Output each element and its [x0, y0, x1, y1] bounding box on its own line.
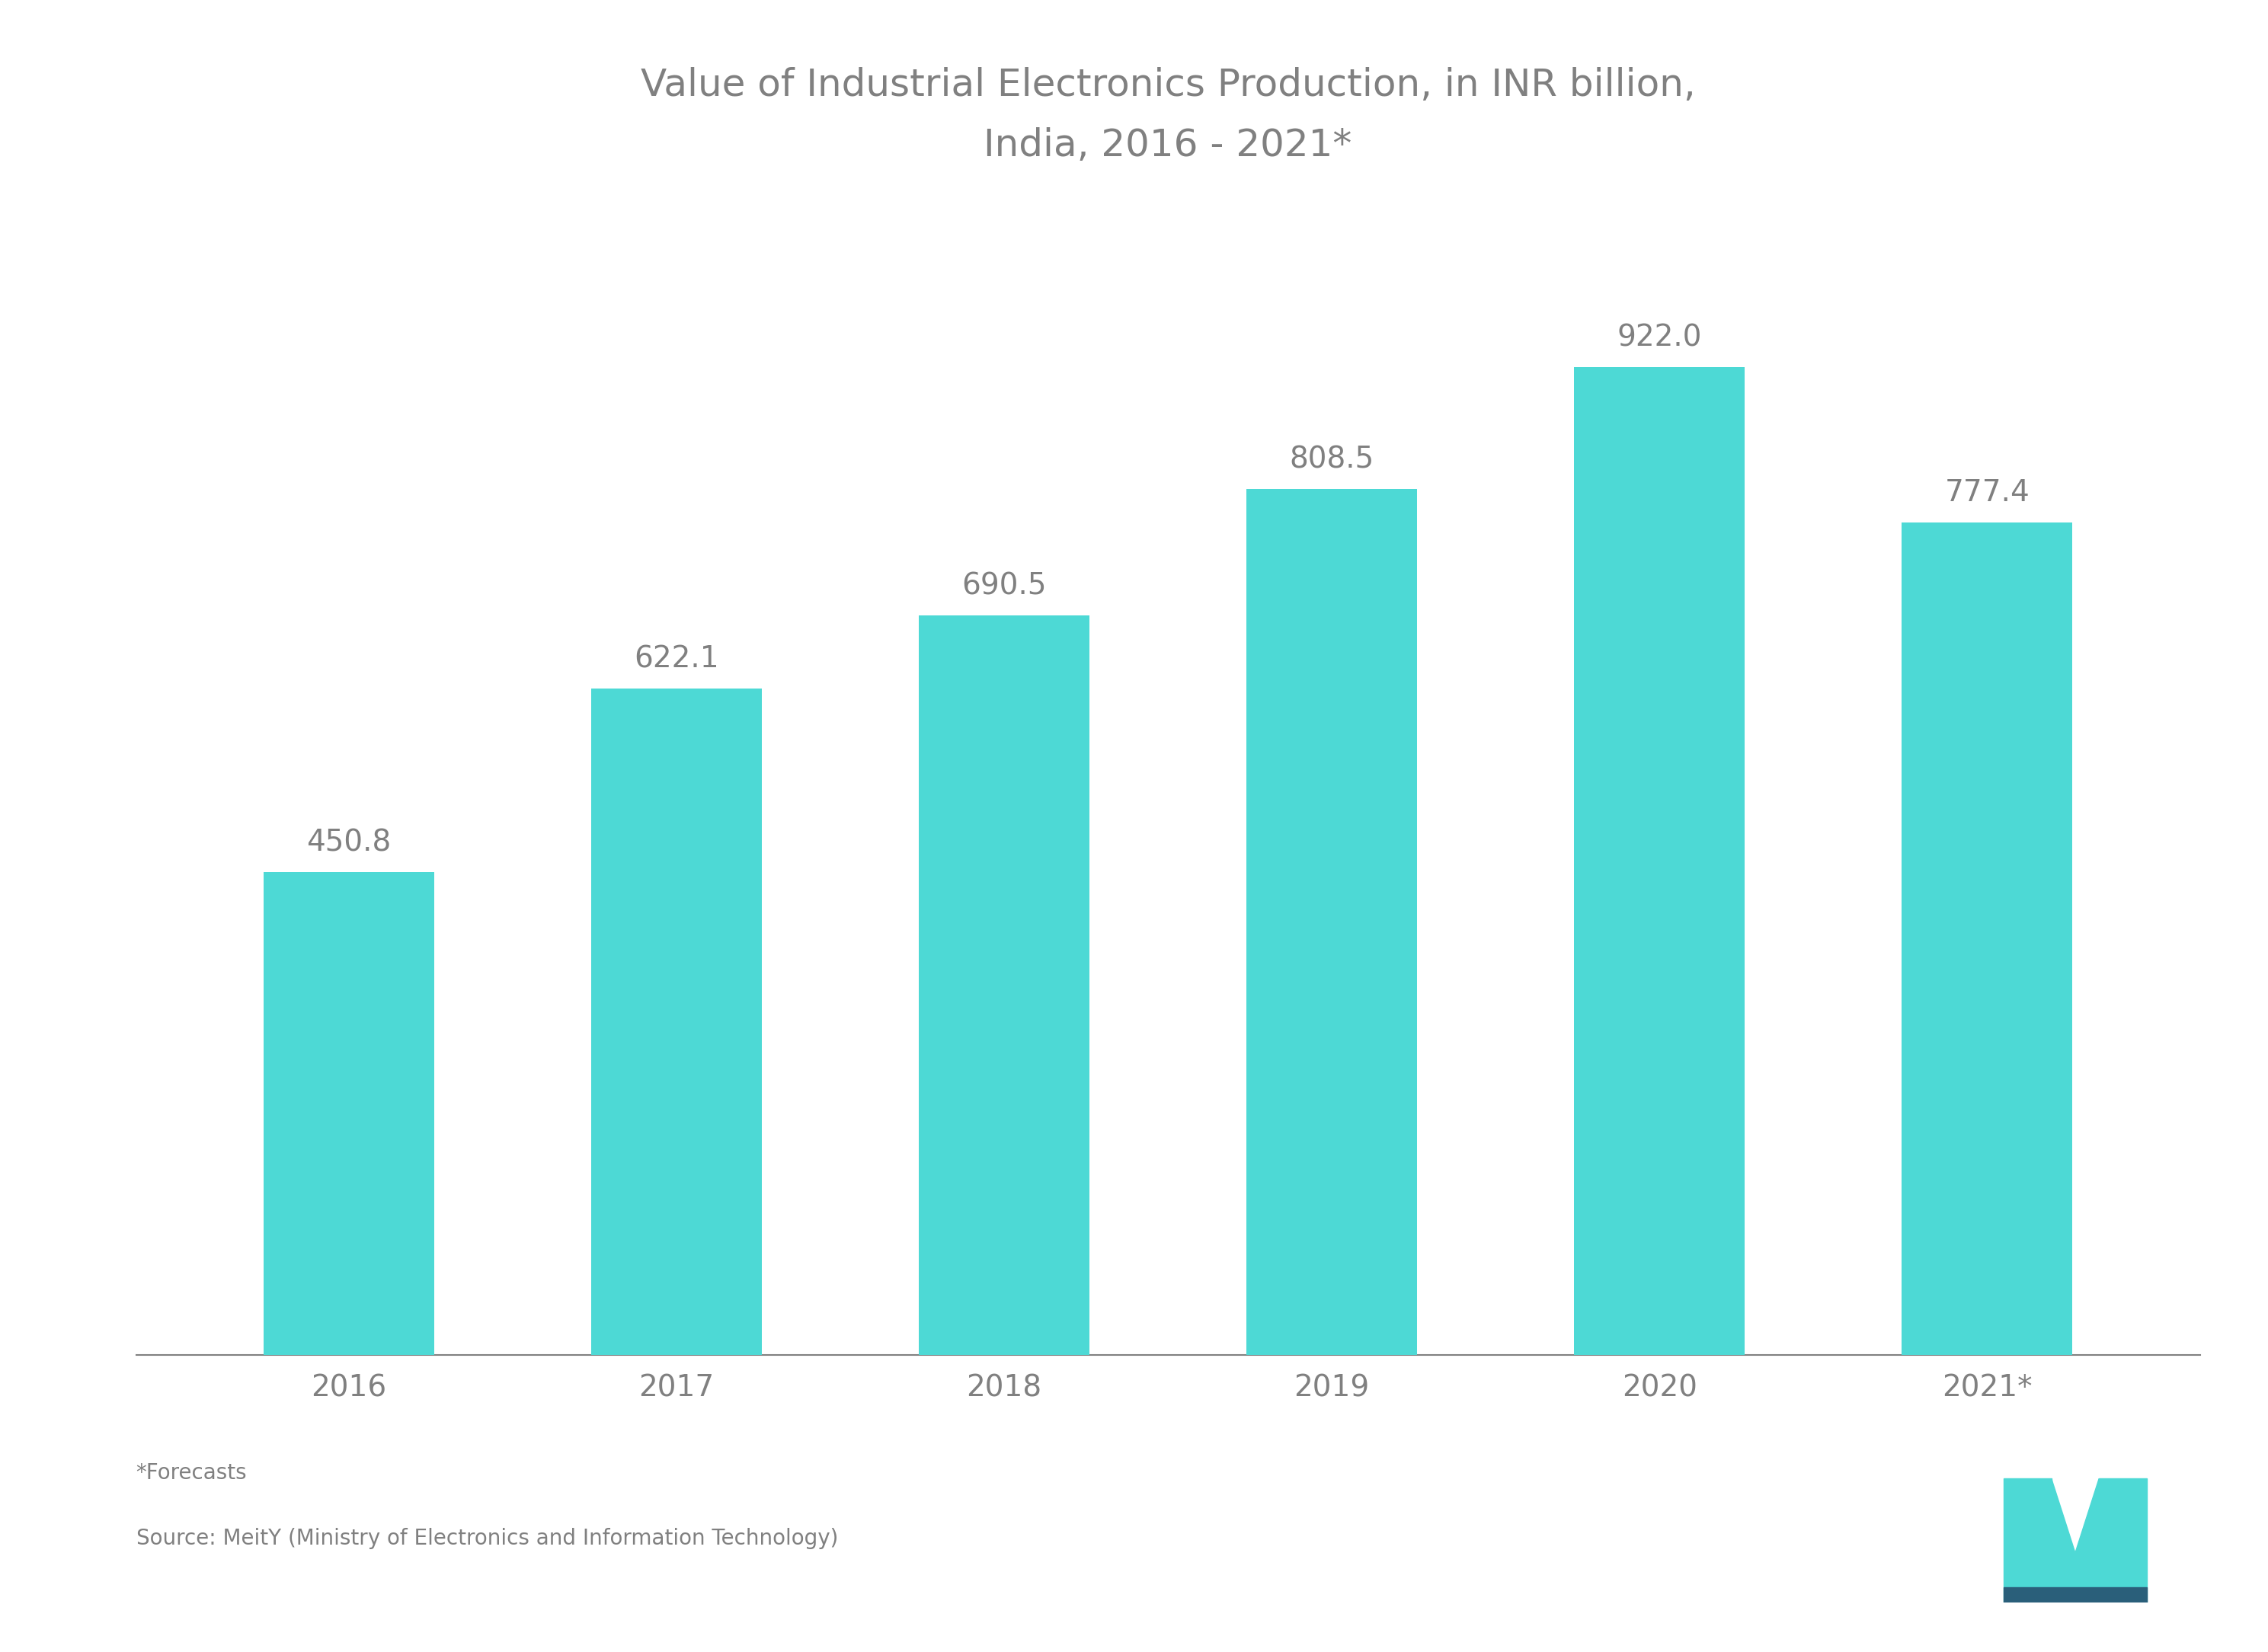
Bar [263, 872, 433, 1355]
Polygon shape [2005, 1588, 2146, 1602]
Text: *Forecasts: *Forecasts [136, 1462, 247, 1483]
Title: Value of Industrial Electronics Production, in INR billion,
India, 2016 - 2021*: Value of Industrial Electronics Producti… [640, 68, 1696, 164]
Text: 622.1: 622.1 [635, 644, 719, 674]
Polygon shape [2050, 1479, 2100, 1602]
Text: 922.0: 922.0 [1617, 324, 1701, 352]
Text: 777.4: 777.4 [1944, 479, 2030, 507]
Text: 690.5: 690.5 [962, 572, 1048, 600]
Polygon shape [2100, 1479, 2146, 1602]
Text: Source: MeitY (Ministry of Electronics and Information Technology): Source: MeitY (Ministry of Electronics a… [136, 1528, 837, 1550]
Polygon shape [2005, 1479, 2050, 1602]
Bar [1574, 367, 1744, 1355]
Text: 450.8: 450.8 [306, 828, 392, 857]
Text: 808.5: 808.5 [1290, 444, 1374, 474]
Bar [592, 689, 762, 1355]
Bar [1247, 489, 1418, 1355]
Bar [919, 615, 1089, 1355]
Bar [1903, 522, 2073, 1355]
